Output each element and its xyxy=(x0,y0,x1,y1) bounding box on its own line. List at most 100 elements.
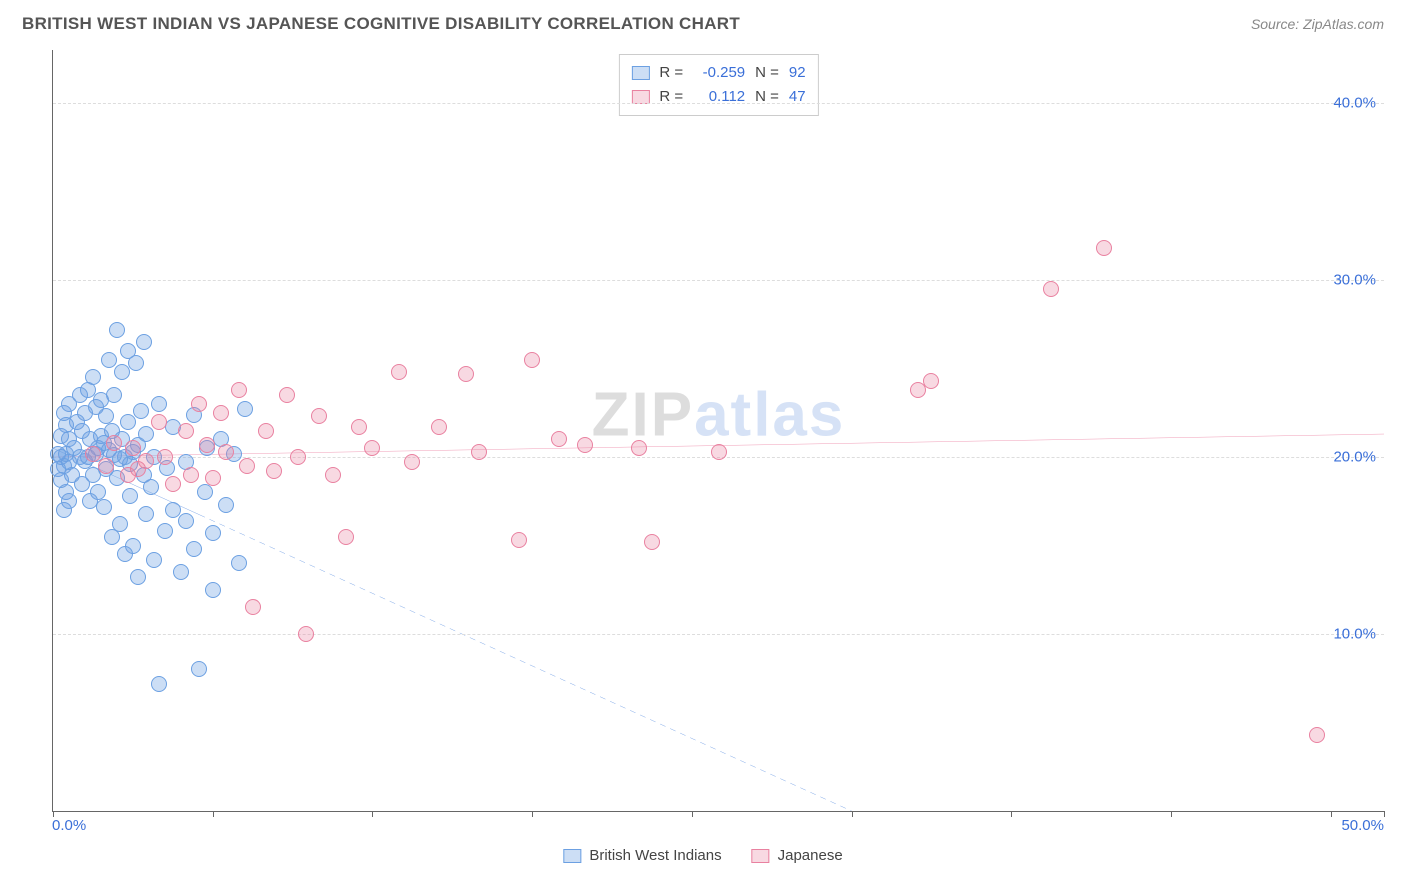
legend-item-0: British West Indians xyxy=(563,847,721,864)
scatter-point xyxy=(173,564,189,580)
scatter-point xyxy=(218,444,234,460)
scatter-point xyxy=(258,423,274,439)
scatter-point xyxy=(577,437,593,453)
y-tick-label: 10.0% xyxy=(1333,626,1376,643)
scatter-point xyxy=(120,414,136,430)
scatter-point xyxy=(143,479,159,495)
scatter-point xyxy=(290,449,306,465)
scatter-point xyxy=(125,538,141,554)
scatter-point xyxy=(186,541,202,557)
r-value-1: 0.112 xyxy=(693,85,745,109)
scatter-point xyxy=(130,569,146,585)
scatter-point xyxy=(298,626,314,642)
trend-lines xyxy=(53,50,1384,811)
source-label: Source: ZipAtlas.com xyxy=(1251,16,1384,32)
scatter-point xyxy=(631,440,647,456)
x-tick xyxy=(852,811,853,817)
x-tick xyxy=(372,811,373,817)
scatter-point xyxy=(239,458,255,474)
scatter-point xyxy=(325,467,341,483)
scatter-point xyxy=(644,534,660,550)
scatter-point xyxy=(133,403,149,419)
scatter-point xyxy=(138,506,154,522)
scatter-point xyxy=(205,582,221,598)
scatter-point xyxy=(136,334,152,350)
r-label: R = xyxy=(659,85,683,109)
scatter-point xyxy=(178,513,194,529)
r-label: R = xyxy=(659,61,683,85)
scatter-point xyxy=(199,437,215,453)
swatch-series-1 xyxy=(631,90,649,104)
scatter-point xyxy=(231,555,247,571)
correlation-box: R = -0.259 N = 92 R = 0.112 N = 47 xyxy=(618,54,818,116)
watermark: ZIPatlas xyxy=(592,380,846,451)
grid-line xyxy=(53,280,1384,281)
scatter-point xyxy=(458,366,474,382)
swatch-series-0 xyxy=(631,66,649,80)
scatter-point xyxy=(125,440,141,456)
scatter-point xyxy=(205,525,221,541)
watermark-atlas: atlas xyxy=(694,381,845,450)
scatter-point xyxy=(130,461,146,477)
n-label: N = xyxy=(755,61,779,85)
scatter-point xyxy=(364,440,380,456)
legend-label-0: British West Indians xyxy=(589,847,721,864)
scatter-point xyxy=(109,322,125,338)
scatter-point xyxy=(923,373,939,389)
scatter-point xyxy=(61,396,77,412)
scatter-point xyxy=(1096,240,1112,256)
n-value-1: 47 xyxy=(789,85,806,109)
scatter-point xyxy=(404,454,420,470)
scatter-point xyxy=(205,470,221,486)
scatter-point xyxy=(157,449,173,465)
header: BRITISH WEST INDIAN VS JAPANESE COGNITIV… xyxy=(0,0,1406,42)
scatter-point xyxy=(551,431,567,447)
scatter-point xyxy=(58,417,74,433)
legend-item-1: Japanese xyxy=(752,847,843,864)
scatter-point xyxy=(191,661,207,677)
x-tick xyxy=(532,811,533,817)
watermark-zip: ZIP xyxy=(592,381,694,450)
scatter-point xyxy=(112,516,128,532)
scatter-point xyxy=(266,463,282,479)
y-tick-label: 30.0% xyxy=(1333,272,1376,289)
scatter-point xyxy=(96,499,112,515)
scatter-point xyxy=(431,419,447,435)
correlation-row-1: R = -0.259 N = 92 xyxy=(631,61,805,85)
scatter-point xyxy=(245,599,261,615)
scatter-point xyxy=(106,387,122,403)
scatter-point xyxy=(146,552,162,568)
scatter-point xyxy=(524,352,540,368)
plot-area: ZIPatlas R = -0.259 N = 92 R = 0.112 N =… xyxy=(52,50,1384,812)
x-tick xyxy=(213,811,214,817)
chart-container: Cognitive Disability ZIPatlas R = -0.259… xyxy=(22,50,1384,872)
scatter-point xyxy=(218,497,234,513)
x-min-label: 0.0% xyxy=(52,817,86,834)
scatter-point xyxy=(151,414,167,430)
scatter-point xyxy=(61,454,77,470)
scatter-point xyxy=(391,364,407,380)
x-max-label: 50.0% xyxy=(1341,817,1384,834)
scatter-point xyxy=(711,444,727,460)
scatter-point xyxy=(178,423,194,439)
scatter-point xyxy=(1309,727,1325,743)
scatter-point xyxy=(61,493,77,509)
scatter-point xyxy=(197,484,213,500)
scatter-point xyxy=(183,467,199,483)
scatter-point xyxy=(98,458,114,474)
x-tick xyxy=(1171,811,1172,817)
bottom-legend: British West Indians Japanese xyxy=(563,847,842,864)
scatter-point xyxy=(231,382,247,398)
y-tick-label: 40.0% xyxy=(1333,95,1376,112)
scatter-point xyxy=(471,444,487,460)
scatter-point xyxy=(128,355,144,371)
scatter-point xyxy=(237,401,253,417)
scatter-point xyxy=(351,419,367,435)
grid-line xyxy=(53,634,1384,635)
scatter-point xyxy=(101,352,117,368)
legend-swatch-0 xyxy=(563,849,581,863)
correlation-row-2: R = 0.112 N = 47 xyxy=(631,85,805,109)
grid-line xyxy=(53,103,1384,104)
scatter-point xyxy=(151,396,167,412)
scatter-point xyxy=(138,426,154,442)
